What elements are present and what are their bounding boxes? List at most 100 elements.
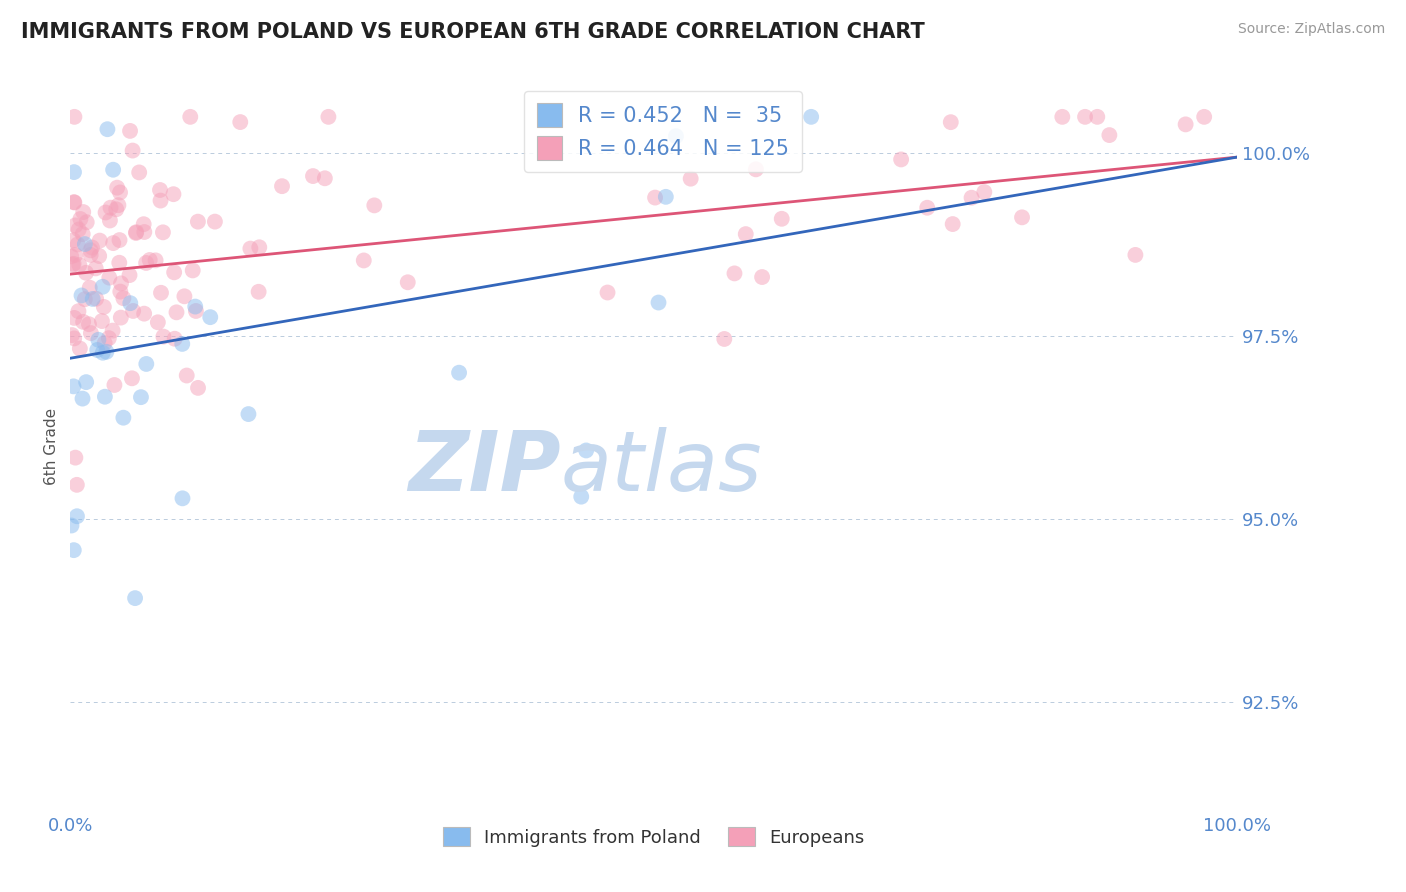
Point: [184, 300, 207, 314]
Point: [90, 314, 112, 328]
Point: [69, 342, 91, 356]
Point: [66, 478, 89, 492]
Point: [734, 227, 756, 241]
Point: [302, 169, 325, 183]
Point: [112, 291, 135, 305]
Point: [63, 195, 86, 210]
Point: [80, 326, 103, 340]
Point: [149, 183, 172, 197]
Point: [82, 292, 104, 306]
Point: [62, 543, 84, 558]
Point: [110, 310, 132, 325]
Point: [63, 331, 86, 345]
Point: [112, 410, 135, 425]
Point: [93, 336, 115, 351]
Point: [96, 122, 118, 136]
Point: [89, 234, 111, 248]
Point: [118, 268, 141, 282]
Point: [96, 344, 118, 359]
Point: [98, 270, 121, 285]
Point: [162, 187, 184, 202]
Point: [134, 307, 156, 321]
Point: [172, 491, 194, 506]
Point: [124, 591, 146, 606]
Point: [152, 225, 174, 239]
Point: [396, 275, 419, 289]
Point: [138, 252, 160, 267]
Point: [569, 490, 592, 504]
Point: [72, 315, 94, 329]
Point: [80, 240, 103, 254]
Point: [110, 277, 132, 291]
Point: [314, 171, 336, 186]
Point: [163, 332, 186, 346]
Point: [163, 265, 186, 279]
Point: [129, 390, 152, 404]
Point: [751, 270, 773, 285]
Point: [915, 201, 938, 215]
Point: [84, 261, 107, 276]
Point: [118, 124, 141, 138]
Point: [770, 211, 793, 226]
Point: [65, 248, 87, 262]
Point: [176, 368, 198, 383]
Point: [62, 258, 84, 272]
Point: [70, 288, 93, 302]
Point: [76, 215, 98, 229]
Point: [363, 198, 385, 212]
Point: [200, 310, 222, 325]
Point: [60, 249, 83, 263]
Point: [125, 225, 148, 239]
Point: [108, 256, 131, 270]
Point: [63, 110, 86, 124]
Point: [247, 240, 270, 254]
Point: [187, 381, 209, 395]
Point: [942, 217, 965, 231]
Point: [679, 171, 702, 186]
Point: [960, 191, 983, 205]
Point: [149, 194, 172, 208]
Point: [239, 242, 262, 256]
Point: [67, 258, 90, 272]
Point: [318, 110, 340, 124]
Point: [87, 333, 110, 347]
Point: [1192, 110, 1215, 124]
Text: atlas: atlas: [561, 427, 762, 508]
Point: [100, 201, 122, 215]
Y-axis label: 6th Grade: 6th Grade: [44, 408, 59, 484]
Point: [596, 285, 619, 300]
Point: [238, 407, 260, 421]
Point: [665, 129, 688, 144]
Point: [108, 233, 131, 247]
Point: [94, 205, 117, 219]
Point: [181, 263, 204, 277]
Point: [79, 281, 101, 295]
Point: [655, 190, 678, 204]
Point: [101, 324, 124, 338]
Point: [105, 202, 128, 217]
Point: [543, 112, 565, 126]
Legend: Immigrants from Poland, Europeans: Immigrants from Poland, Europeans: [436, 820, 872, 854]
Point: [62, 257, 84, 271]
Point: [62, 379, 84, 393]
Point: [86, 343, 108, 357]
Point: [745, 162, 768, 177]
Point: [97, 331, 120, 345]
Point: [172, 337, 194, 351]
Point: [93, 300, 115, 314]
Point: [65, 450, 87, 465]
Point: [120, 296, 142, 310]
Point: [271, 179, 294, 194]
Point: [800, 110, 823, 124]
Point: [939, 115, 962, 129]
Point: [63, 165, 86, 179]
Point: [146, 315, 169, 329]
Point: [84, 292, 107, 306]
Text: ZIP: ZIP: [408, 427, 561, 508]
Point: [79, 244, 101, 258]
Point: [89, 249, 111, 263]
Point: [890, 153, 912, 167]
Point: [72, 392, 94, 406]
Point: [121, 144, 143, 158]
Point: [101, 162, 124, 177]
